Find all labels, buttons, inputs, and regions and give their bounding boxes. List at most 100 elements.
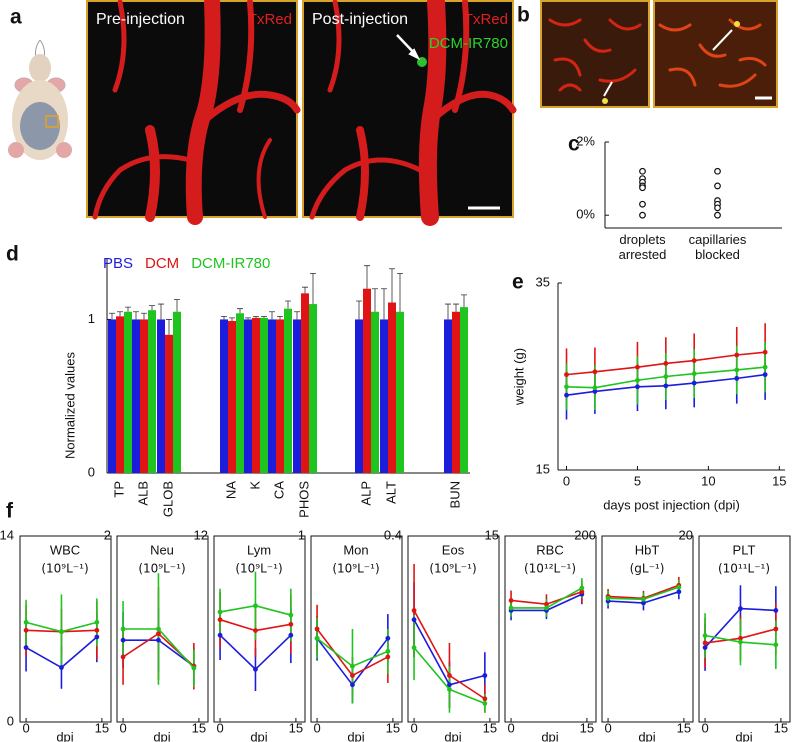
error-bar	[174, 299, 180, 312]
data-point	[762, 364, 768, 370]
data-point	[411, 645, 417, 650]
error-bar	[302, 286, 308, 294]
error-bar	[389, 268, 395, 303]
bar	[301, 293, 309, 473]
legend-label: PBS	[103, 255, 133, 272]
frame	[698, 535, 791, 723]
x-tick-label: 10	[701, 473, 715, 488]
y-axis-label: Normalized values	[62, 352, 77, 459]
x-tick-label: droplets arrested	[618, 232, 667, 262]
chart-subtitle: (10⁹L⁻¹)	[235, 562, 282, 576]
data-point	[411, 608, 417, 613]
data-point	[691, 358, 697, 364]
bar	[236, 313, 244, 473]
error-bar	[166, 319, 172, 335]
error-bar	[221, 315, 227, 320]
error-bar	[461, 294, 467, 308]
error-bar	[445, 303, 451, 320]
data-point	[288, 632, 294, 638]
data-point	[605, 595, 611, 601]
data-point	[350, 673, 355, 678]
data-point	[641, 600, 646, 606]
bar	[116, 316, 124, 473]
error-bar	[253, 315, 259, 318]
frame	[601, 535, 694, 723]
error-bar	[261, 315, 267, 318]
y-tick-label: 2%	[576, 133, 595, 148]
data-point	[639, 167, 646, 175]
data-point	[592, 369, 598, 375]
x-axis-label: dpi	[56, 729, 73, 742]
y-tick-label: 0%	[576, 207, 595, 222]
bar	[260, 317, 268, 473]
bar	[157, 319, 165, 473]
data-point	[156, 631, 161, 637]
data-point	[253, 628, 258, 633]
data-point	[738, 606, 743, 611]
pre-injection-image	[86, 0, 301, 225]
data-point	[23, 627, 29, 633]
x-tick-label: CA	[271, 481, 286, 499]
data-point	[564, 372, 569, 378]
data-point	[94, 627, 100, 633]
chart-subtitle: (10¹²L⁻¹)	[524, 562, 576, 576]
data-point	[385, 654, 391, 660]
error-bar	[141, 312, 147, 320]
x-axis-label: dpi	[638, 729, 655, 742]
x-tick-label: 0	[410, 720, 417, 735]
data-point	[714, 204, 721, 212]
data-point	[411, 617, 417, 623]
bar	[124, 311, 132, 473]
image-title: Post-injection	[312, 11, 408, 28]
chart-subtitle: (gL⁻¹)	[630, 562, 665, 576]
y-tick-label: 1	[88, 311, 95, 326]
x-tick-label: NA	[223, 481, 238, 499]
error-bar	[294, 311, 300, 320]
x-axis-label: dpi	[444, 729, 461, 742]
y-tick-label: 15	[536, 461, 550, 476]
x-tick-label: 15	[774, 720, 788, 735]
data-point	[94, 619, 100, 625]
y-tick-label: 200	[574, 527, 596, 542]
panel-b-images	[540, 0, 778, 108]
y-tick-label: 12	[194, 527, 208, 542]
data-point	[676, 589, 682, 595]
data-point	[663, 374, 669, 379]
post-injection-image	[302, 0, 517, 226]
bar	[108, 319, 116, 473]
chart-subtitle: (10⁹L⁻¹)	[41, 562, 88, 576]
channel-label: DCM-IR780	[429, 35, 508, 52]
data-point	[738, 639, 743, 645]
data-point	[314, 635, 320, 641]
data-point	[702, 645, 708, 650]
x-tick-label: 15	[386, 720, 400, 735]
y-tick-label: 1	[298, 527, 305, 542]
y-tick-label: 20	[679, 527, 693, 542]
x-tick-label: GLOB	[160, 481, 175, 517]
data-point	[508, 598, 514, 603]
data-point	[23, 619, 29, 625]
data-point	[94, 634, 100, 640]
x-tick-label: 15	[580, 720, 594, 735]
x-tick-label: PHOS	[296, 481, 311, 518]
panel-label: d	[6, 243, 19, 266]
chart-title: PLT	[733, 542, 756, 557]
bar	[460, 307, 468, 473]
x-tick-label: BUN	[447, 481, 462, 508]
data-point	[714, 182, 721, 190]
bar	[396, 311, 404, 473]
data-point	[702, 633, 708, 638]
x-tick-label: 0	[563, 473, 570, 488]
error-bar	[269, 311, 275, 320]
chart-subtitle: (10⁹L⁻¹)	[429, 562, 476, 576]
data-point	[702, 640, 708, 646]
error-bar	[245, 317, 251, 320]
data-point	[482, 673, 488, 678]
x-axis-label: days post injection (dpi)	[603, 497, 740, 512]
error-bar	[381, 288, 387, 320]
error-bar	[229, 317, 235, 321]
channel-label: TxRed	[464, 11, 508, 28]
bar	[244, 319, 252, 473]
data-point	[773, 626, 779, 632]
data-point	[191, 665, 197, 671]
